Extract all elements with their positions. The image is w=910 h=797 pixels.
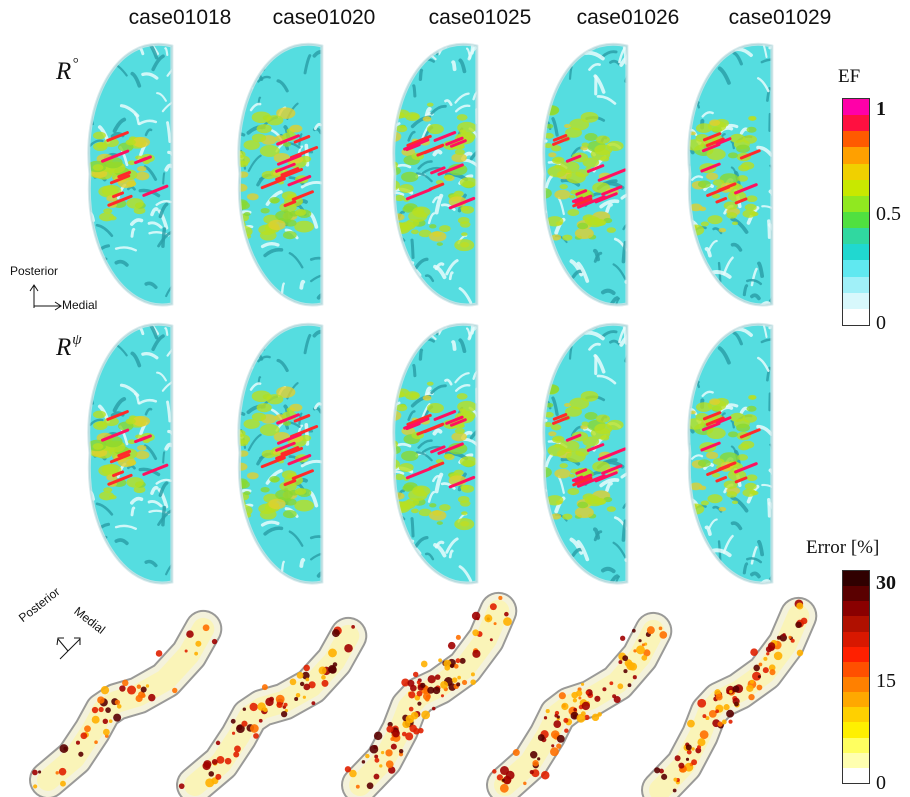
- row-label-r-psi: Rψ: [56, 332, 82, 362]
- column-title-2: case01020: [272, 6, 376, 29]
- brain-hemisphere-render: [237, 42, 324, 307]
- orientation-arrows-icon: [29, 284, 62, 311]
- error-colorbar-title: Error [%]: [806, 537, 880, 558]
- ef-colorbar-segment: [843, 308, 869, 325]
- error-colorbar: [842, 570, 870, 784]
- error-colorbar-segment: [843, 661, 869, 677]
- orientation-medial-label: Medial: [62, 298, 98, 312]
- error-colorbar-segment: [843, 767, 869, 783]
- gyrus-error-render: [641, 596, 818, 797]
- error-colorbar-segment: [843, 692, 869, 708]
- brain-hemisphere-render: [687, 322, 774, 585]
- ef-colorbar-title: EF: [838, 66, 861, 87]
- column-title-5: case01029: [728, 6, 832, 29]
- error-colorbar-segment: [843, 722, 869, 738]
- error-colorbar-segment: [843, 586, 869, 602]
- error-colorbar-segment: [843, 571, 869, 587]
- ef-colorbar-segment: [843, 99, 869, 116]
- error-colorbar-segment: [843, 707, 869, 723]
- error-colorbar-segment: [843, 631, 869, 647]
- error-colorbar-segment: [843, 676, 869, 693]
- ef-colorbar-segment: [843, 276, 869, 293]
- error-colorbar-segment: [843, 616, 869, 632]
- gyrus-error-render: [176, 616, 368, 797]
- error-colorbar-segment: [843, 601, 869, 617]
- ef-colorbar-segment: [843, 163, 869, 180]
- ef-colorbar-segment: [843, 195, 869, 212]
- brain-hemisphere-render: [237, 322, 324, 585]
- error-colorbar-segment: [843, 737, 869, 753]
- brain-hemisphere-render: [687, 42, 774, 307]
- ef-colorbar: [842, 98, 870, 326]
- row-label-r-psi-superscript: ψ: [72, 332, 82, 348]
- ef-colorbar-segment: [843, 131, 869, 148]
- brain-hemisphere-render: [87, 42, 174, 307]
- row-label-r-circle-symbol: R: [56, 58, 72, 85]
- row-label-r-psi-symbol: R: [56, 334, 72, 361]
- orientation-posterior-label: Posterior: [10, 264, 59, 278]
- ef-tick-mid: 0.5: [876, 203, 901, 225]
- brain-hemisphere-render: [392, 42, 479, 307]
- row-label-r-circle-superscript: °: [72, 56, 79, 72]
- error-colorbar-segment: [843, 646, 869, 662]
- brain-hemisphere-render: [87, 322, 174, 585]
- ef-colorbar-segment: [843, 147, 869, 164]
- brain-hemisphere-render: [392, 322, 479, 585]
- error-tick-mid: 15: [876, 670, 896, 692]
- gyrus-error-render: [341, 591, 518, 797]
- ef-colorbar-segment: [843, 211, 869, 229]
- brain-hemisphere-render: [542, 322, 629, 585]
- error-tick-min: 0: [876, 772, 886, 794]
- gyrus-error-render: [486, 611, 673, 797]
- ef-colorbar-segment: [843, 260, 869, 277]
- brain-hemisphere-render: [542, 42, 629, 307]
- column-title-3: case01025: [428, 6, 532, 29]
- orientation-lower-arrows-icon: [56, 637, 81, 660]
- column-title-4: case01026: [576, 6, 680, 29]
- ef-colorbar-segment: [843, 115, 869, 132]
- ef-colorbar-segment: [843, 179, 869, 196]
- row-label-r-circle: R°: [56, 56, 78, 86]
- column-title-1: case01018: [128, 6, 232, 29]
- ef-tick-min: 0: [876, 312, 886, 334]
- ef-colorbar-segment: [843, 228, 869, 245]
- gyrus-error-render: [29, 609, 223, 797]
- error-tick-max: 30: [876, 572, 896, 594]
- ef-colorbar-segment: [843, 292, 869, 309]
- ef-tick-max: 1: [876, 98, 886, 120]
- ef-colorbar-segment: [843, 244, 869, 261]
- error-colorbar-segment: [843, 752, 869, 768]
